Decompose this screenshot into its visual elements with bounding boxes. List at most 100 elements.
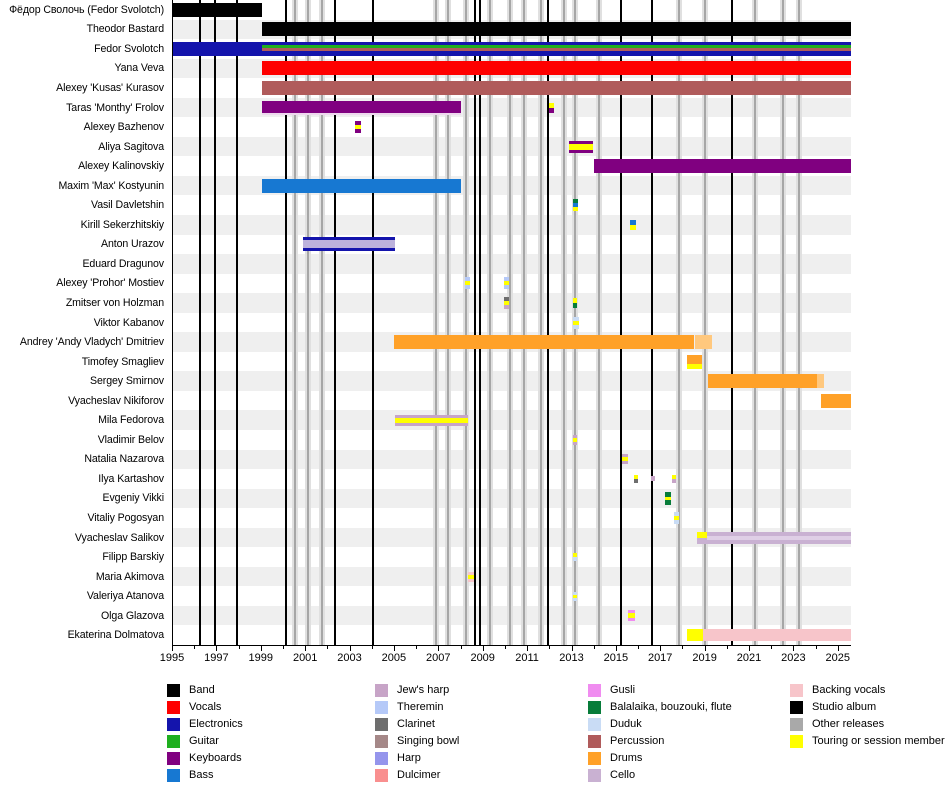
member-label: Alexey 'Prohor' Mostiev xyxy=(56,277,164,290)
axis-year-label: 2017 xyxy=(647,652,673,664)
bar-layer xyxy=(261,81,851,95)
bar-layer xyxy=(672,474,677,479)
bar-layer xyxy=(622,457,628,462)
bar-layer xyxy=(572,324,580,329)
axis-major-tick xyxy=(571,646,573,651)
member-label: Eduard Dragunov xyxy=(82,257,164,270)
timeline-bar xyxy=(261,61,851,76)
legend-label: Gusli xyxy=(610,684,636,696)
other-release-line xyxy=(560,0,567,645)
bar-layer xyxy=(628,613,635,619)
member-label: Yana Veva xyxy=(114,62,164,75)
legend-label: Cello xyxy=(610,769,636,781)
bar-layer xyxy=(503,297,510,301)
bar-layer xyxy=(569,140,594,144)
axis-year-label: 2009 xyxy=(470,652,495,664)
legend-item: Other releases xyxy=(790,716,884,733)
other-release-line xyxy=(462,0,469,645)
bar-layer xyxy=(302,248,395,252)
legend-item: Backing vocals xyxy=(790,682,885,699)
legend-label: Guitar xyxy=(189,735,219,747)
timeline-bar xyxy=(503,277,510,290)
axis-major-tick xyxy=(305,646,307,651)
legend-item: Touring or session member xyxy=(790,733,945,750)
bar-layer xyxy=(503,281,510,286)
legend-label: Backing vocals xyxy=(812,684,886,696)
bar-layer xyxy=(572,553,577,557)
bar-layer xyxy=(664,499,672,505)
bar-layer xyxy=(593,159,851,174)
member-label: Maria Akimova xyxy=(95,570,164,583)
bar-layer xyxy=(572,437,577,442)
timeline-bar xyxy=(464,277,471,290)
member-label: Evgeniy Vikki xyxy=(102,492,164,505)
legend-item: Balalaika, bouzouki, flute xyxy=(588,699,732,716)
axis-major-tick xyxy=(837,646,839,651)
legend-label: Singing bowl xyxy=(397,735,460,747)
bar-layer xyxy=(572,434,577,438)
studio-album-line xyxy=(198,0,201,645)
timeline-bar xyxy=(572,553,577,561)
legend-item: Clarinet xyxy=(375,716,435,733)
other-release-line xyxy=(676,0,682,645)
legend-item: Dulcimer xyxy=(375,767,440,784)
member-label: Sergey Smirnov xyxy=(90,375,164,388)
member-label: Ekaterina Dolmatova xyxy=(67,629,165,642)
bar-layer xyxy=(261,112,462,115)
bar-layer xyxy=(302,240,395,249)
axis-major-tick xyxy=(660,646,662,651)
legend-item: Singing bowl xyxy=(375,733,459,750)
timeline-bar xyxy=(572,316,580,329)
member-label: Valeriya Atanova xyxy=(86,590,164,603)
timeline-bar xyxy=(393,335,695,349)
bar-layer xyxy=(394,414,469,418)
bar-layer xyxy=(694,335,713,349)
axis-major-tick xyxy=(216,646,218,651)
legend-label: Vocals xyxy=(189,701,222,713)
bar-layer xyxy=(821,393,851,408)
axis-minor-tick xyxy=(638,646,640,649)
axis-year-label: 1997 xyxy=(204,652,229,664)
legend-swatch xyxy=(375,718,388,731)
axis-year-label: 2003 xyxy=(337,652,362,664)
axis-minor-tick xyxy=(726,646,728,649)
timeline-bar xyxy=(630,219,636,230)
legend-swatch xyxy=(588,769,601,782)
bar-layer xyxy=(572,557,577,561)
legend-swatch xyxy=(167,701,180,714)
member-label: Olga Glazova xyxy=(101,609,164,622)
bar-layer xyxy=(673,512,679,516)
legend-swatch xyxy=(790,735,803,748)
legend-label: Studio album xyxy=(812,701,877,713)
timeline-bar xyxy=(355,121,361,133)
studio-album-line xyxy=(334,0,336,645)
bar-layer xyxy=(686,363,703,369)
member-label: Ilya Kartashov xyxy=(98,472,164,485)
bar-layer xyxy=(569,143,594,150)
bar-layer xyxy=(686,354,703,364)
timeline-bar xyxy=(622,454,628,465)
timeline-plot-area xyxy=(172,0,851,646)
timeline-bar xyxy=(633,474,638,483)
axis-major-tick xyxy=(704,646,706,651)
legend-swatch xyxy=(167,684,180,697)
legend-label: Percussion xyxy=(610,735,665,747)
axis-major-tick xyxy=(349,646,351,651)
legend-swatch xyxy=(375,701,388,714)
legend-label: Dulcimer xyxy=(397,769,441,781)
studio-album-line xyxy=(473,0,476,645)
axis-major-tick xyxy=(615,646,617,651)
bar-layer xyxy=(651,476,656,482)
bar-layer xyxy=(261,100,462,113)
other-release-line xyxy=(487,0,494,645)
member-label: Alexey 'Kusas' Kurasov xyxy=(56,82,164,94)
axis-year-label: 2001 xyxy=(292,652,318,664)
member-label: Taras 'Monthy' Frolov xyxy=(66,101,164,114)
legend-swatch xyxy=(167,752,180,765)
legend-label: Electronics xyxy=(189,718,243,730)
legend-swatch xyxy=(588,701,601,714)
timeline-bar xyxy=(261,178,462,193)
timeline-bar xyxy=(706,531,851,544)
bar-layer xyxy=(355,129,361,133)
bar-layer xyxy=(706,535,851,540)
